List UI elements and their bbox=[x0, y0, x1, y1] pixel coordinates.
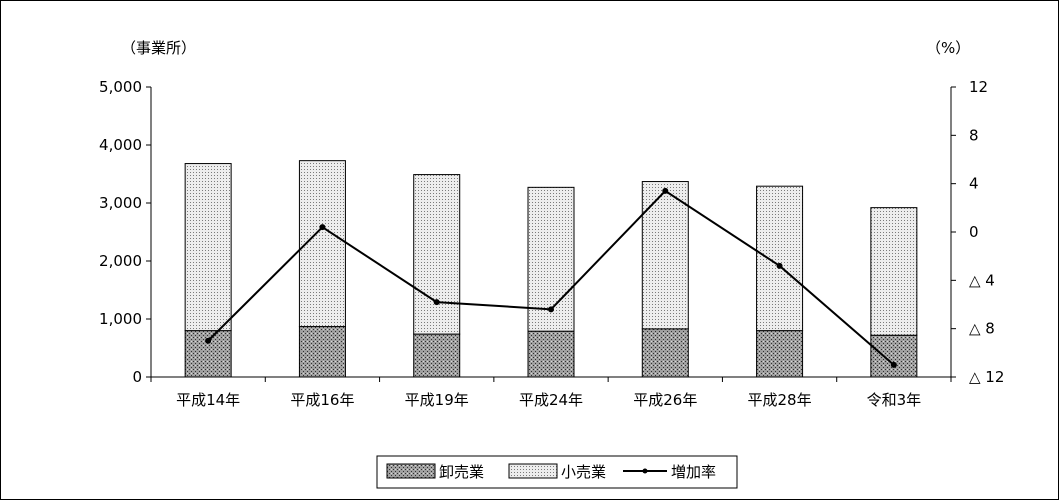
right-axis-tick-label: 4 bbox=[969, 175, 979, 193]
bar-wholesale bbox=[184, 330, 232, 378]
right-axis-tick-label: △ 8 bbox=[969, 320, 995, 338]
x-axis-category-label: 平成26年 bbox=[633, 391, 697, 409]
left-axis-unit-label: （事業所） bbox=[121, 39, 196, 57]
left-axis-tick-label: 5,000 bbox=[99, 78, 142, 96]
x-axis-category-label: 令和3年 bbox=[867, 391, 922, 409]
bar-wholesale bbox=[527, 330, 575, 378]
growth-rate-point bbox=[890, 361, 897, 368]
left-axis-tick-label: 4,000 bbox=[99, 136, 142, 154]
right-axis-unit-label: （%） bbox=[926, 39, 970, 57]
legend-swatch-growth-marker bbox=[642, 468, 648, 474]
legend-swatch-wholesale bbox=[386, 463, 436, 479]
legend: 卸売業 小売業 増加率 bbox=[376, 455, 738, 489]
growth-rate-point bbox=[776, 262, 783, 269]
axis-layer: 0 1,000 2,000 3,000 4,000 5,000 12 8 4 0 △ 4 △ 8 △ 1… bbox=[99, 78, 1004, 409]
growth-rate-point bbox=[205, 337, 212, 344]
x-axis-category-label: 平成14年 bbox=[176, 391, 240, 409]
x-axis-category-label: 平成28年 bbox=[748, 391, 812, 409]
right-axis-tick-label: △ 4 bbox=[969, 271, 995, 289]
left-axis-tick-label: 3,000 bbox=[99, 194, 142, 212]
legend-label-retail: 小売業 bbox=[561, 463, 606, 481]
bar-retail bbox=[756, 185, 804, 332]
growth-rate-point bbox=[662, 187, 669, 194]
bar-retail bbox=[413, 174, 461, 335]
bar-wholesale bbox=[413, 333, 461, 378]
bar-wholesale bbox=[756, 330, 804, 378]
growth-rate-point bbox=[319, 224, 326, 231]
x-axis-category-label: 平成19年 bbox=[405, 391, 469, 409]
left-axis-tick-label: 2,000 bbox=[99, 252, 142, 270]
right-axis-tick-label: 8 bbox=[969, 126, 979, 144]
legend-label-growth: 増加率 bbox=[671, 463, 716, 481]
right-axis-tick-label: △ 12 bbox=[969, 368, 1004, 386]
bar-wholesale bbox=[870, 334, 918, 378]
bar-retail bbox=[184, 163, 232, 332]
right-axis-tick-label: 12 bbox=[969, 78, 988, 96]
bar-wholesale bbox=[298, 326, 346, 378]
x-axis-category-label: 平成16年 bbox=[290, 391, 354, 409]
x-axis-category-label: 平成24年 bbox=[519, 391, 583, 409]
bar-wholesale bbox=[641, 328, 689, 378]
bar-layer bbox=[184, 160, 918, 378]
growth-rate-point bbox=[548, 306, 554, 313]
bar-retail bbox=[870, 207, 918, 336]
left-axis-tick-label: 1,000 bbox=[99, 310, 142, 328]
bar-retail bbox=[641, 181, 689, 330]
growth-rate-point bbox=[433, 299, 440, 306]
growth-rate-line-layer bbox=[205, 187, 897, 368]
right-axis-tick-label: 0 bbox=[969, 223, 979, 241]
legend-swatch-retail bbox=[508, 463, 558, 479]
legend-label-wholesale: 卸売業 bbox=[439, 463, 484, 481]
left-axis-tick-label: 0 bbox=[132, 368, 142, 386]
